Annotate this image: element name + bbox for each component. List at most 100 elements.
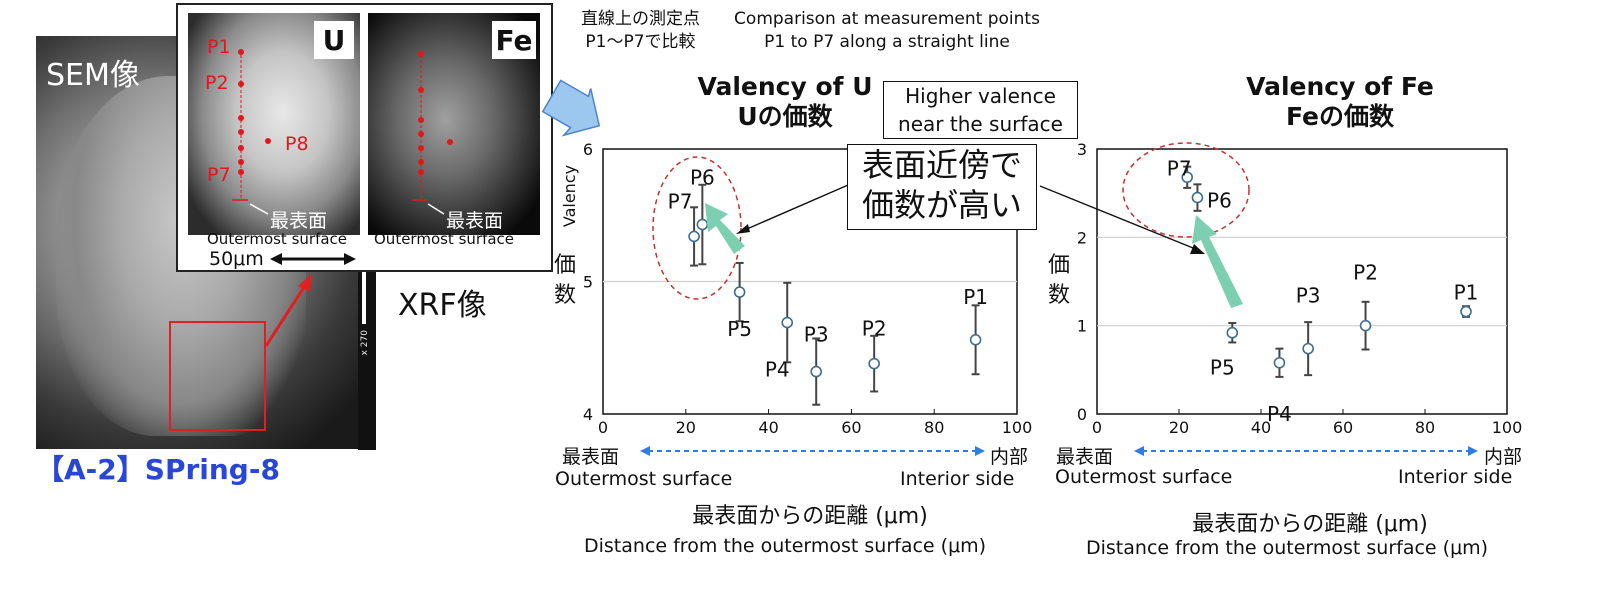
fe-xtick-label: 100 [1492,418,1523,437]
callout-pointer-u-head [736,224,750,234]
u-ytick-label: 6 [583,140,593,159]
fe-xlabel-en: Distance from the outermost surface (μm) [1086,537,1489,559]
note-jp: 直線上の測定点 P1〜P7で比較 [568,8,713,54]
scale-arrow-right [344,253,356,265]
note-en-line1: Comparison at measurement points [734,9,1040,29]
fe-point-p7 [1181,171,1193,184]
fe-trend-arrow [1192,215,1243,308]
u-point-p7: P7 [207,164,231,186]
u-label-p2: P2 [862,317,887,341]
u-chart-title: Valency of U Uの価数 [690,72,880,132]
u-ytick-label: 4 [583,405,593,424]
fe-ytick-label: 1 [1077,317,1087,336]
fe-xtick-label: 40 [1251,418,1271,437]
blue-pointer-arrow [541,79,601,137]
fe-measure-dot [418,159,424,165]
u-point-p1: P1 [207,36,231,58]
u-right-side-jp: 内部 [990,446,1029,468]
u-point-p4 [781,316,794,329]
u-measure-dot [238,129,244,135]
fe-xtick-label: 0 [1092,418,1102,437]
u-xtick-label: 100 [1002,418,1033,437]
fe-right-side-en: Interior side [1398,466,1513,488]
fe-xtick-label: 20 [1169,418,1189,437]
u-measure-dot [238,81,244,87]
higher-valence-line1: Higher valence [905,84,1056,108]
fe-point-p4 [1273,356,1286,369]
fe-measure-dot [418,87,424,93]
u-xtick-label: 40 [758,418,778,437]
u-point-p7 [688,230,700,243]
fe-chart-title-en: Valency of Fe [1246,72,1434,101]
u-ylabel-jp-1: 価 [554,253,576,278]
higher-valence-box: Higher valence near the surface [883,81,1078,139]
xrf-map-fe: Fe [368,13,540,235]
fe-xtick-label: 60 [1333,418,1353,437]
fe-arrow-head-right [1468,446,1478,456]
u-measure-dot [238,49,244,55]
sem-label: SEM像 [46,58,140,93]
fe-label-p7: P7 [1167,156,1192,180]
fe-measure-dot-p8 [447,139,453,145]
u-xtick-label: 0 [598,418,608,437]
fe-left-side-jp: 最表面 [1056,446,1114,468]
u-xtick-label: 60 [841,418,861,437]
note-en-line2: P1 to P7 along a straight line [764,32,1010,52]
u-surface-pointer [249,203,269,215]
xrf-label: XRF像 [398,288,487,323]
u-trend-arrow [705,203,745,254]
u-highlight-ellipse [652,156,742,300]
jp-callout-box: 表面近傍で 価数が高い [847,144,1037,230]
u-label-p3: P3 [804,323,829,347]
fe-chart-title-jp: Feの価数 [1285,102,1395,131]
callout-pointer-u [739,181,856,233]
fe-left-side-en: Outermost surface [1055,466,1233,488]
u-ytick-label: 5 [583,273,593,292]
fe-measure-dot [418,117,424,123]
u-measure-dot [238,145,244,151]
u-point-p8: P8 [285,133,309,155]
note-jp-line2: P1〜P7で比較 [585,32,696,52]
u-measure-dot [238,115,244,121]
fe-measure-dot [418,51,424,57]
u-label-p4: P4 [765,358,790,382]
sem-scalebar-line [362,270,366,324]
roi-arrow-head [298,274,312,292]
u-measure-dot-p8 [265,138,271,144]
fe-label-p5: P5 [1210,356,1235,380]
u-point-p6 [696,218,709,231]
fe-ytick-label: 3 [1077,140,1087,159]
u-surface-en: Outermost surface [207,230,348,248]
roi-box [169,321,266,431]
u-xlabel-jp: 最表面からの距離 (μm) [692,504,928,529]
fe-measure-dot [418,145,424,151]
fe-label-p6: P6 [1207,189,1232,213]
u-left-side-en: Outermost surface [555,468,733,490]
u-arrow-head-left [640,446,650,456]
fe-badge: Fe [492,21,536,59]
scale-arrow-left [270,253,282,265]
xrf-frame: U Fe [176,3,553,272]
u-point-p3 [810,365,823,378]
u-ylabel: Valency [560,165,579,227]
fe-chart-title: Valency of Fe Feの価数 [1220,72,1460,132]
callout-pointer-fe-head [1190,244,1205,254]
u-label-p7: P7 [668,189,693,213]
u-left-side-jp: 最表面 [562,446,620,468]
fe-point-p6 [1191,191,1204,204]
fe-label-p1: P1 [1454,281,1479,305]
u-label-p6: P6 [690,166,715,190]
fe-ylabel-jp-2: 数 [1048,283,1070,308]
u-point-p2: P2 [205,72,229,94]
fe-plot-frame [1096,148,1508,415]
fe-arrow-head-left [1134,446,1144,456]
callout-pointer-fe [1039,185,1199,251]
u-ylabel-jp-2: 数 [554,283,576,308]
fe-point-p5 [1226,326,1239,339]
u-chart-title-en: Valency of U [697,72,873,101]
fe-point-p1 [1460,305,1472,318]
fe-label-p3: P3 [1296,284,1321,308]
fe-ytick-label: 2 [1077,228,1087,247]
u-chart-title-jp: Uの価数 [737,102,833,131]
fe-xlabel-jp: 最表面からの距離 (μm) [1192,512,1428,537]
